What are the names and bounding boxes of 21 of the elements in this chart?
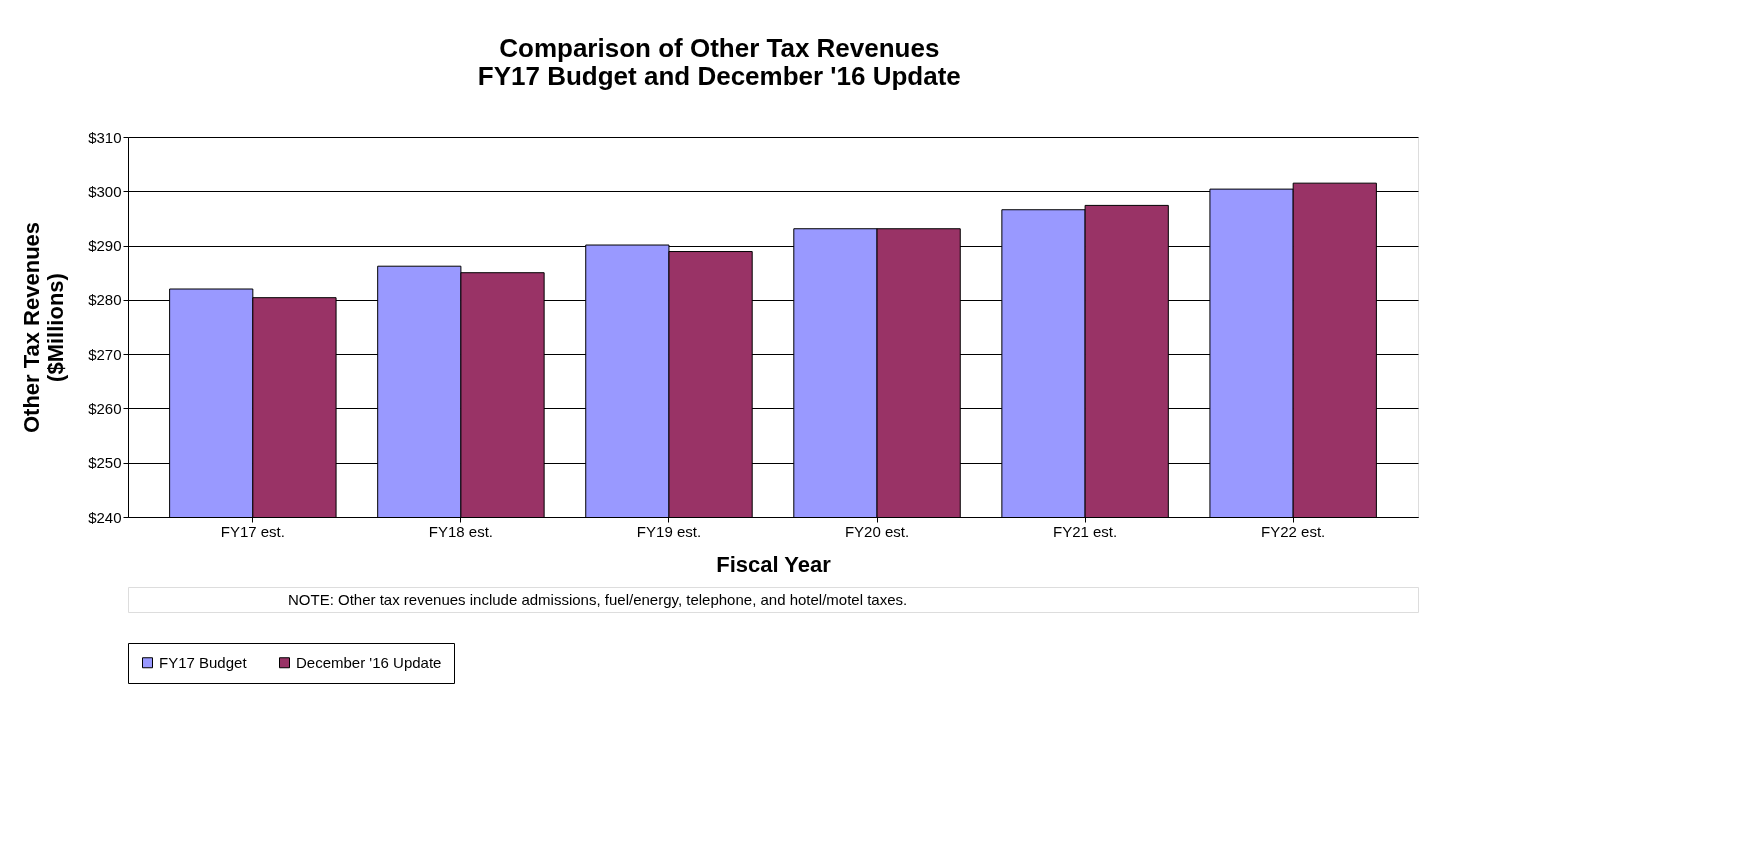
x-axis-title: Fiscal Year (716, 551, 832, 577)
text: Other Tax Revenues (19, 221, 45, 434)
legend-label: FY17 Budget (159, 653, 248, 671)
x-tick-label: FY19 est. (636, 522, 702, 540)
y-tick-label: $310 (88, 128, 122, 146)
x-tick-label: FY20 est. (844, 522, 910, 540)
y-tick-label: $250 (88, 454, 122, 472)
text: NOTE: Other tax revenues include admissions, fuel/energy, telephone, and hotel/motel taxes. (288, 590, 908, 608)
x-tick-label: FY18 est. (428, 522, 493, 540)
x-tick-label: FY21 est. (1053, 522, 1118, 540)
y-tick-label: $240 (88, 508, 122, 526)
text: Comparison of Other Tax Revenues (499, 32, 940, 63)
x-tick-label: FY22 est. (1261, 522, 1326, 540)
y-tick-label: $260 (88, 399, 122, 417)
legend-label: December '16 Update (296, 653, 442, 671)
x-tick-label: FY17 est. (220, 522, 285, 540)
text: ($Millions) (43, 273, 69, 382)
y-tick-label: $270 (88, 345, 122, 363)
y-tick-label: $290 (88, 237, 122, 255)
y-tick-label: $280 (88, 291, 122, 309)
y-tick-label: $300 (88, 182, 122, 200)
